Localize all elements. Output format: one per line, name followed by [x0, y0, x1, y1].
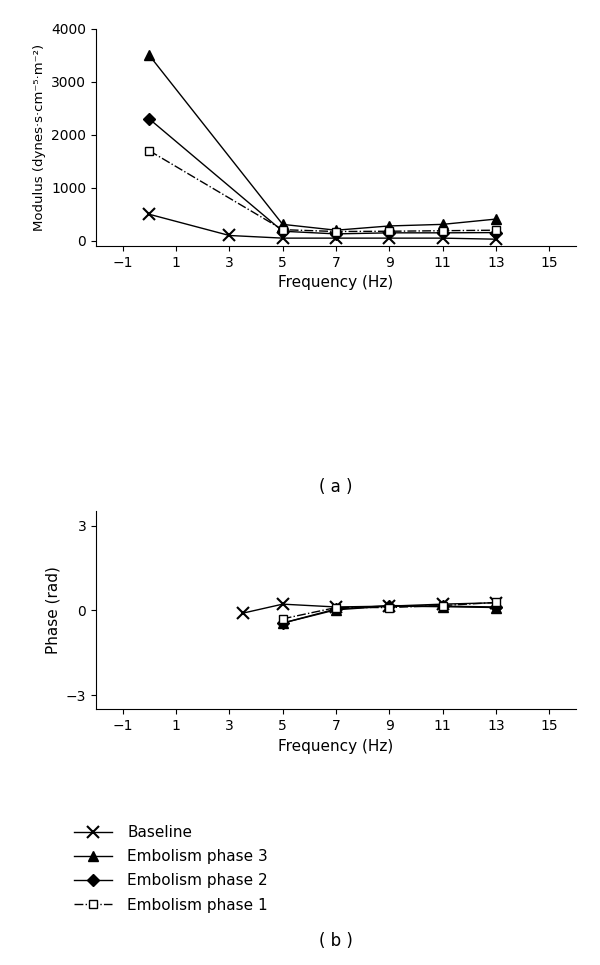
- Text: ( a ): ( a ): [319, 479, 353, 496]
- Text: ( b ): ( b ): [319, 932, 353, 950]
- X-axis label: Frequency (Hz): Frequency (Hz): [278, 275, 394, 290]
- Y-axis label: Modulus (dynes·s·cm⁻⁵·m⁻²): Modulus (dynes·s·cm⁻⁵·m⁻²): [32, 44, 46, 231]
- Y-axis label: Phase (rad): Phase (rad): [46, 566, 61, 654]
- Legend: Baseline, Embolism phase 3, Embolism phase 2, Embolism phase 1: Baseline, Embolism phase 3, Embolism pha…: [68, 819, 274, 919]
- X-axis label: Frequency (Hz): Frequency (Hz): [278, 738, 394, 754]
